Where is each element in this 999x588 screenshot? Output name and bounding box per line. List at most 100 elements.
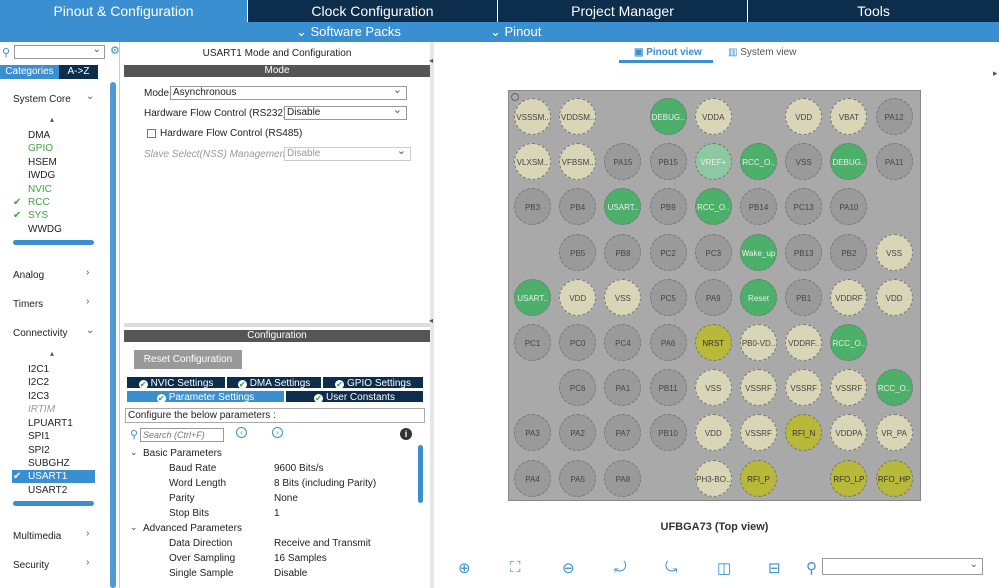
pin-usart[interactable]: USART.. [604,188,642,226]
flip-horizontal-icon[interactable]: ◫ [717,560,732,577]
list-item-usart2[interactable]: USART2 [28,485,68,496]
expand-right-icon[interactable]: ▸ [993,68,998,78]
left-scrollbar[interactable] [110,82,116,588]
gear-icon[interactable]: ⚙ [110,45,120,57]
chevron-down-icon[interactable]: ⌄ [86,325,95,336]
nss-select[interactable]: Disable [284,145,411,161]
pin-rcc-o[interactable]: RCC_O.. [830,324,868,361]
pin-pb11[interactable]: PB11 [649,369,687,407]
sort-icon[interactable]: ▴ [50,115,55,124]
param-value[interactable]: 1 [274,508,280,519]
previous-icon[interactable]: ‹ [236,427,247,438]
software-packs-menu[interactable]: ⌄ Software Packs [296,22,401,42]
category-security[interactable]: Security [13,560,50,571]
panel-divider[interactable] [430,42,434,588]
chevron-right-icon[interactable]: › [86,267,90,278]
pin-vss[interactable]: VSS [694,369,732,407]
fit-screen-icon[interactable]: ⛶ [510,559,521,576]
param-value[interactable]: Receive and Transmit [274,538,371,549]
pin-debug[interactable]: DEBUG.. [649,98,687,135]
tab-dma-settings[interactable]: ✔ DMA Settings [226,376,322,389]
splitter[interactable] [124,323,430,327]
pin-vsssm[interactable]: VSSSM.. [514,98,551,135]
list-item-irtim[interactable]: IRTIM [28,404,56,415]
zoom-out-icon[interactable]: ⊖ [562,560,575,577]
pin-search-select[interactable]: ⌄ [822,558,983,575]
pin-pa3[interactable]: PA3 [514,414,551,452]
pin-vref[interactable]: VREF+ [694,143,732,181]
pin-vss[interactable]: VSS [604,278,642,316]
pin-pa15[interactable]: PA15 [604,143,642,181]
pin-vdd[interactable]: VDD [785,98,823,135]
list-item-dma[interactable]: DMA [28,130,51,141]
pin-pa7[interactable]: PA7 [604,414,642,452]
pin-pb14[interactable]: PB14 [740,188,777,226]
reset-configuration-button[interactable]: Reset Configuration [134,350,242,369]
list-item-wwdg[interactable]: WWDG [28,224,62,235]
parameter-scrollbar[interactable] [418,445,423,503]
pin-pc0[interactable]: PC0 [559,324,597,361]
pin-pa1[interactable]: PA1 [604,369,642,407]
sort-icon[interactable]: ▴ [50,349,55,358]
rotate-left-icon[interactable]: ⤿ [665,559,678,576]
pin-pb4[interactable]: PB4 [559,188,597,226]
category-connectivity[interactable]: Connectivity [13,328,68,339]
pin-pc6[interactable]: PC6 [559,369,597,407]
parameter-search-input[interactable] [140,428,224,442]
rotate-right-icon[interactable]: ⤾ [614,559,627,576]
pin-vssrf[interactable]: VSSRF [830,369,868,407]
category-search-input[interactable]: ⌄ [14,44,105,59]
tab-gpio-settings[interactable]: ✔ GPIO Settings [322,376,424,389]
pin-usart[interactable]: USART.. [514,278,551,316]
pinout-view-tab[interactable]: ▣ Pinout view [634,47,702,58]
pin-vddpa[interactable]: VDDPA [830,414,868,452]
next-icon[interactable]: › [272,427,283,438]
list-item-rcc[interactable]: RCC [28,197,50,208]
pin-rfi-p[interactable]: RFI_P [740,459,777,497]
param-value[interactable]: 9600 Bits/s [274,463,324,474]
pin-pa5[interactable]: PA5 [559,459,597,497]
system-view-tab[interactable]: ▥ System view [728,47,797,58]
tab-project-manager[interactable]: Project Manager [498,0,748,22]
chevron-right-icon[interactable]: › [86,528,90,539]
pin-vss[interactable]: VSS [875,233,913,271]
pin-pc5[interactable]: PC5 [649,278,687,316]
system-core-scrollbar[interactable] [13,240,94,245]
list-item-i2c1[interactable]: I2C1 [28,364,50,375]
param-value[interactable]: Disable [274,568,308,579]
tab-tools[interactable]: Tools [857,3,890,19]
chevron-right-icon[interactable]: › [86,557,90,568]
pin-pc3[interactable]: PC3 [694,233,732,271]
tab-pinout-configuration[interactable]: Pinout & Configuration [0,0,248,22]
pin-pb8[interactable]: PB8 [604,233,642,271]
info-icon[interactable]: i [400,428,412,440]
pin-vddrf[interactable]: VDDRF [830,278,868,316]
advanced-parameters-group[interactable]: Advanced Parameters [143,523,242,534]
list-item-spi1[interactable]: SPI1 [28,431,50,442]
pin-wake-up[interactable]: Wake_up [740,233,777,271]
connectivity-scrollbar[interactable] [13,501,94,506]
basic-parameters-group[interactable]: Basic Parameters [143,448,222,459]
pin-nrst[interactable]: NRST [694,324,732,361]
tab-categories[interactable]: Categories [0,65,59,79]
pin-vr-pa[interactable]: VR_PA [875,414,913,452]
param-value[interactable]: 8 Bits (including Parity) [274,478,377,489]
collapse-left-icon[interactable]: ◂ [429,56,434,65]
zoom-in-icon[interactable]: ⊕ [458,560,471,577]
pin-vssrf[interactable]: VSSRF [740,414,777,452]
category-system-core[interactable]: System Core [13,94,71,105]
chevron-down-icon[interactable]: ⌄ [130,447,138,457]
pin-pc4[interactable]: PC4 [604,324,642,361]
pin-vddrf[interactable]: VDDRF.. [785,324,823,361]
chevron-down-icon[interactable]: ⌄ [130,522,138,532]
pin-pa12[interactable]: PA12 [875,98,913,135]
pin-pb10[interactable]: PB10 [649,414,687,452]
category-timers[interactable]: Timers [13,299,44,310]
pin-pb5[interactable]: PB5 [559,233,597,271]
tab-nvic-settings[interactable]: ✔ NVIC Settings [126,376,226,389]
category-multimedia[interactable]: Multimedia [13,531,62,542]
tab-a-z[interactable]: A->Z [59,65,98,79]
list-item-i2c3[interactable]: I2C3 [28,391,50,402]
pin-vfbsm[interactable]: VFBSM.. [559,143,597,181]
hfc-rs485-checkbox[interactable] [147,129,156,138]
